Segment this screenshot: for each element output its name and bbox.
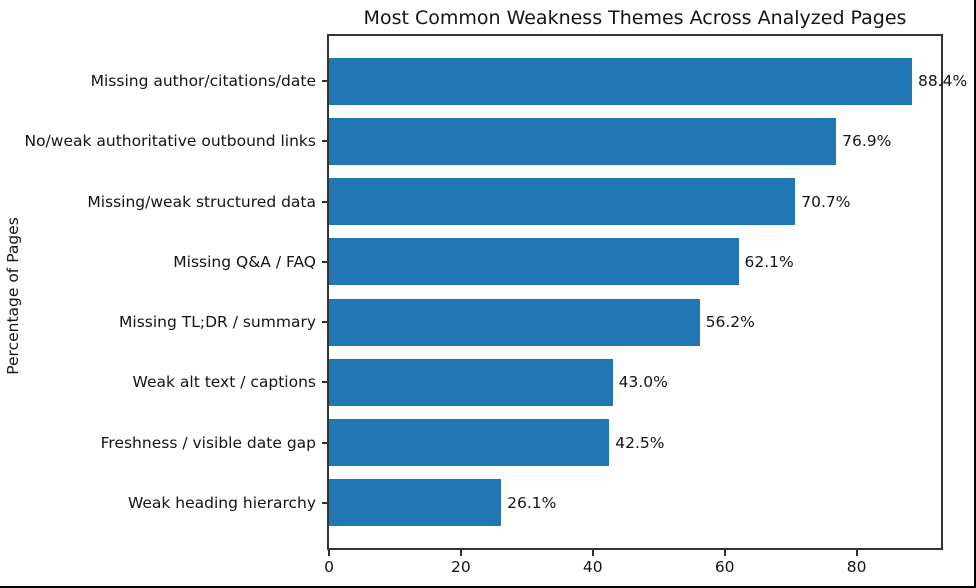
bar-row: 56.2%	[329, 292, 941, 352]
bars-container: 88.4% 76.9% 70.7% 62.1% 56.2% 43.0% 42.5% 26.1%	[329, 36, 967, 548]
category-row: Freshness / visible date gap	[0, 413, 327, 473]
category-label: Missing Q&A / FAQ	[173, 252, 316, 271]
bar-row: 62.1%	[329, 232, 941, 292]
y-tick-mark	[322, 200, 327, 203]
bar-value-label: 56.2%	[705, 313, 755, 332]
bar-value-label: 26.1%	[507, 493, 557, 512]
x-tick-mark	[328, 550, 330, 556]
category-label: Freshness / visible date gap	[100, 433, 316, 452]
bar-value-label: 43.0%	[618, 373, 668, 392]
y-tick-mark	[322, 260, 327, 263]
x-tick-mark	[591, 550, 594, 556]
y-tick-mark	[322, 80, 327, 83]
plot-area: 88.4% 76.9% 70.7% 62.1% 56.2% 43.0% 42.5% 26.1%	[327, 34, 967, 550]
bar-row: 70.7%	[329, 172, 941, 232]
bar	[329, 238, 739, 286]
x-axis: 0 20 40 60 80	[324, 550, 941, 586]
bar-value-label: 62.1%	[744, 252, 794, 271]
bar-value-label: 70.7%	[801, 192, 851, 211]
category-axis: Missing author/citations/date No/weak aut…	[0, 36, 327, 548]
y-tick-mark	[322, 441, 327, 444]
category-row: Weak alt text / captions	[0, 352, 327, 412]
bar	[329, 298, 700, 346]
bar	[329, 117, 837, 165]
x-tick-label: 0	[324, 558, 334, 576]
y-tick-mark	[322, 140, 327, 143]
bar-row: 42.5%	[329, 413, 941, 473]
bar-value-label: 42.5%	[615, 433, 665, 452]
bar-value-label: 88.4%	[917, 72, 968, 91]
bar-row: 76.9%	[329, 111, 941, 171]
y-tick-mark	[322, 321, 327, 324]
category-label: Missing/weak structured data	[87, 192, 316, 211]
bar	[329, 57, 912, 105]
category-label: Missing author/citations/date	[90, 72, 316, 91]
bar	[329, 479, 502, 527]
chart-title: Most Common Weakness Themes Across Analy…	[363, 7, 907, 29]
bar	[329, 358, 613, 406]
bar-row: 88.4%	[329, 51, 967, 111]
x-tick-mark	[459, 550, 462, 556]
y-tick-mark	[322, 501, 327, 504]
bar	[329, 178, 796, 226]
category-label: Missing TL;DR / summary	[119, 313, 316, 332]
category-row: Missing author/citations/date	[0, 51, 327, 111]
x-tick-label: 20	[451, 558, 471, 576]
x-tick-label: 40	[582, 558, 603, 576]
x-tick-mark	[855, 550, 858, 556]
bar-row: 43.0%	[329, 352, 941, 412]
category-row: Missing Q&A / FAQ	[0, 232, 327, 292]
bar	[329, 419, 610, 467]
category-row: Missing TL;DR / summary	[0, 292, 327, 352]
category-row: No/weak authoritative outbound links	[0, 111, 327, 171]
y-tick-mark	[322, 381, 327, 384]
category-row: Missing/weak structured data	[0, 172, 327, 232]
x-tick-label: 60	[714, 558, 735, 576]
category-label: No/weak authoritative outbound links	[24, 132, 316, 151]
category-row: Weak heading hierarchy	[0, 473, 327, 533]
bar-value-label: 76.9%	[842, 132, 892, 151]
category-label: Weak heading hierarchy	[127, 493, 316, 512]
bar-row: 26.1%	[329, 473, 941, 533]
category-label: Weak alt text / captions	[132, 373, 316, 392]
x-tick-mark	[723, 550, 726, 556]
x-tick-label: 80	[846, 558, 867, 576]
